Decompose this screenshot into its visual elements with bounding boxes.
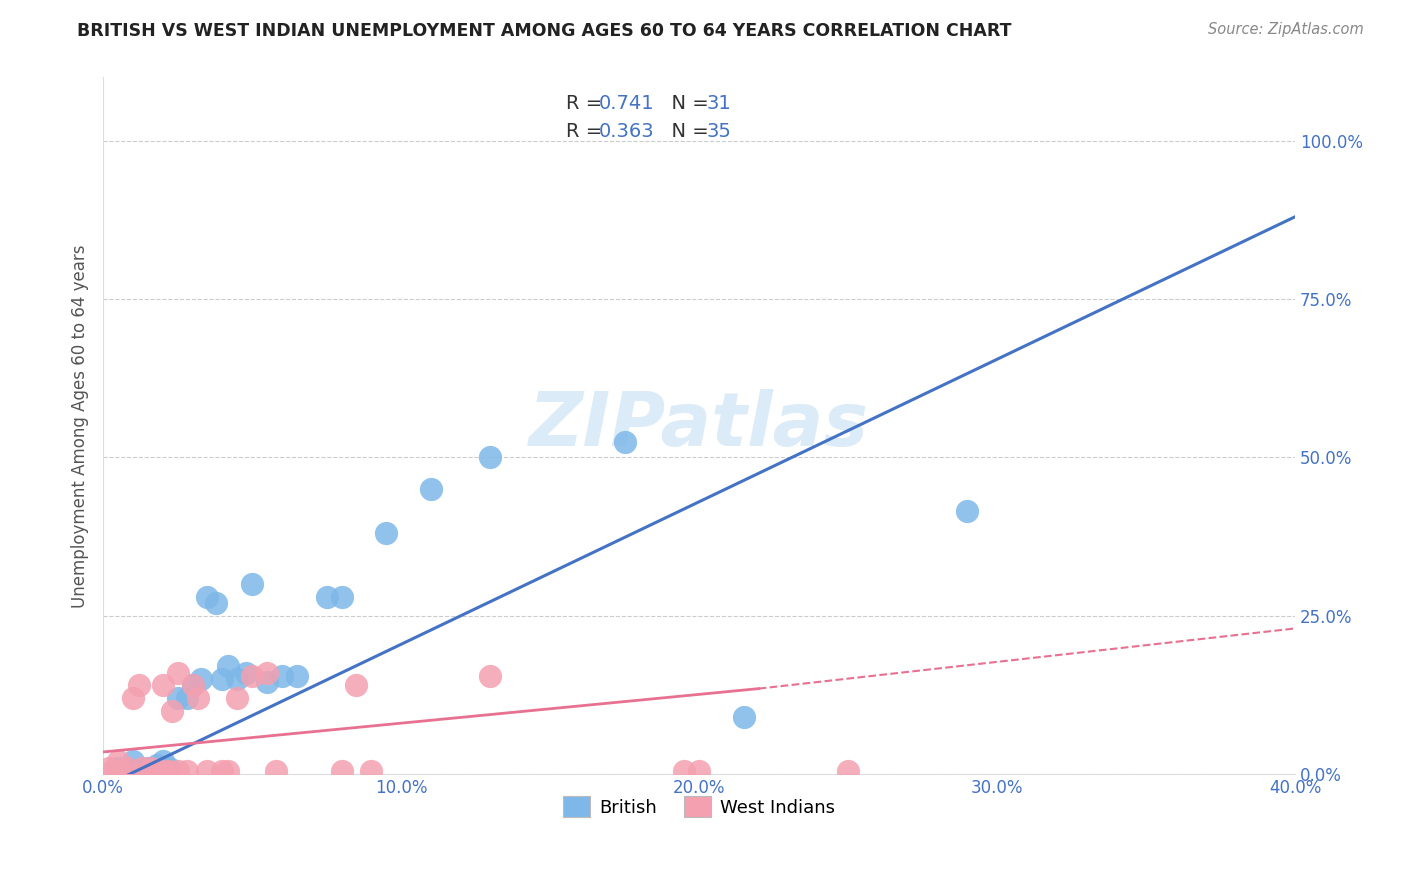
Text: ZIPatlas: ZIPatlas [529,389,869,462]
Point [264,764,287,778]
Point [136,764,159,778]
Point [256,665,278,680]
Text: 0.741: 0.741 [599,94,655,112]
Point [101,764,124,778]
Point [145,757,167,772]
Point [197,590,219,604]
Point [956,504,979,518]
Point [157,761,180,775]
Point [733,710,755,724]
Point [479,450,502,465]
Point [157,764,180,778]
Point [479,669,502,683]
Point [166,764,188,778]
Text: 0.363: 0.363 [599,122,655,141]
Text: BRITISH VS WEST INDIAN UNEMPLOYMENT AMONG AGES 60 TO 64 YEARS CORRELATION CHART: BRITISH VS WEST INDIAN UNEMPLOYMENT AMON… [77,22,1012,40]
Text: 35: 35 [706,122,731,141]
Point [315,590,337,604]
Point [375,526,398,541]
Point [139,761,162,775]
Point [152,755,174,769]
Point [688,764,710,778]
Text: 31: 31 [706,94,731,112]
Point [330,590,353,604]
Point [190,672,212,686]
Legend: British, West Indians: British, West Indians [555,789,842,824]
Point [107,761,129,775]
Point [344,678,367,692]
Text: N =: N = [658,94,714,112]
Point [181,678,204,692]
Point [226,691,249,706]
Point [166,665,188,680]
Text: R =: R = [565,122,607,141]
Point [122,755,145,769]
Point [176,764,198,778]
Point [152,678,174,692]
Point [128,678,150,692]
Point [240,669,263,683]
Point [837,764,859,778]
Point [136,761,159,775]
Point [107,755,129,769]
Point [235,665,257,680]
Text: R =: R = [565,94,607,112]
Point [673,764,696,778]
Point [217,659,239,673]
Point [128,764,150,778]
Point [217,764,239,778]
Point [115,761,138,775]
Text: Source: ZipAtlas.com: Source: ZipAtlas.com [1208,22,1364,37]
Point [256,675,278,690]
Point [181,678,204,692]
Point [166,691,188,706]
Point [152,764,174,778]
Point [271,669,294,683]
Point [240,577,263,591]
Point [330,764,353,778]
Point [613,434,636,449]
Point [211,672,233,686]
Point [176,691,198,706]
Point [122,691,145,706]
Point [142,764,165,778]
Point [205,596,228,610]
Point [160,704,183,718]
Point [110,764,132,778]
Point [211,764,233,778]
Text: N =: N = [658,122,714,141]
Point [187,691,209,706]
Point [285,669,308,683]
Point [197,764,219,778]
Point [360,764,382,778]
Point [131,761,153,775]
Point [115,764,138,778]
Point [98,761,121,775]
Point [145,764,167,778]
Point [226,672,249,686]
Point [419,482,441,496]
Y-axis label: Unemployment Among Ages 60 to 64 years: Unemployment Among Ages 60 to 64 years [72,244,89,607]
